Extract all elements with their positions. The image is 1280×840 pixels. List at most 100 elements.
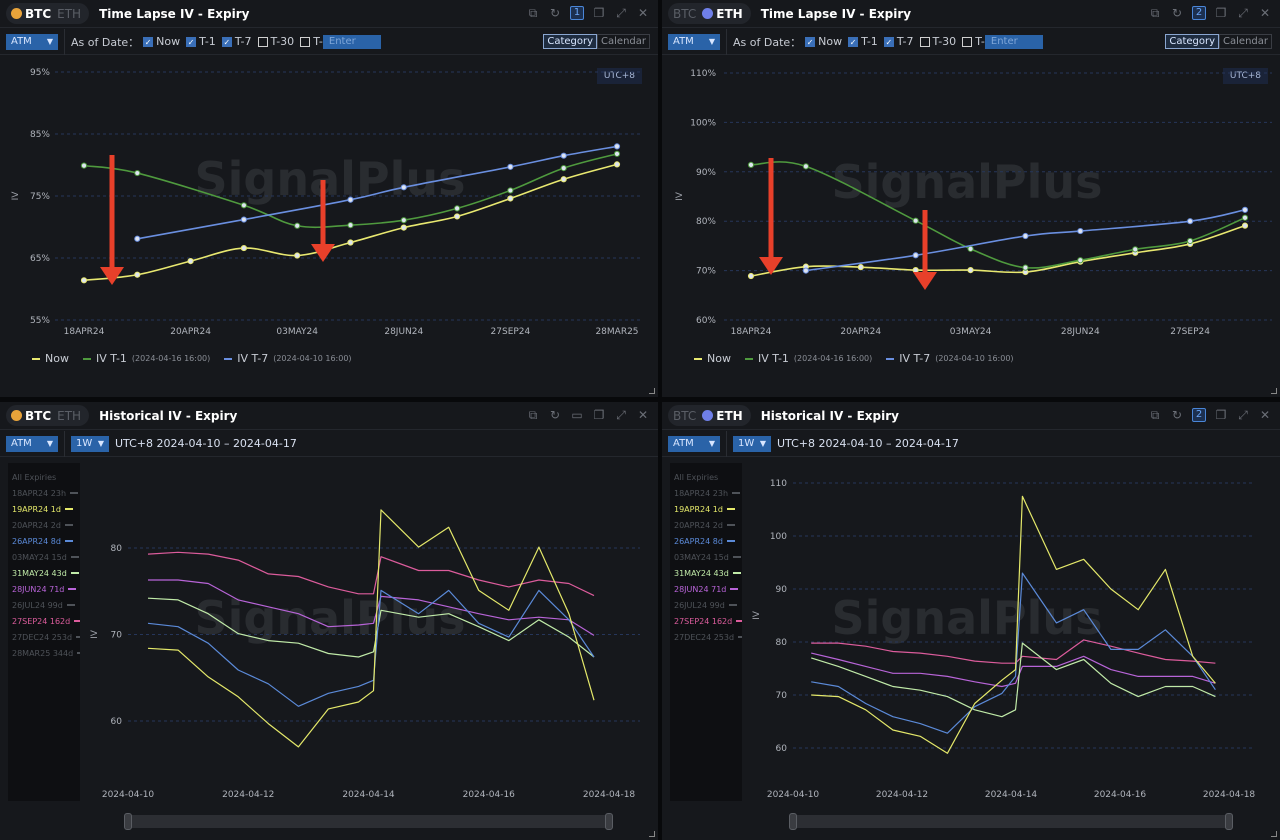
as-of-checkbox[interactable]: T-30 (257, 35, 294, 48)
close-icon[interactable]: ✕ (1259, 6, 1271, 20)
checkbox-icon[interactable]: ✓ (143, 36, 154, 47)
expiry-legend-item[interactable]: 27SEP24 162d (670, 613, 742, 629)
period-select[interactable]: 1W ▼ (71, 435, 109, 452)
as-of-checkbox[interactable]: ✓ Now (805, 35, 842, 48)
checkbox-icon[interactable]: ✓ (883, 36, 894, 47)
coin-tab-eth[interactable]: ETH (702, 409, 743, 423)
as-of-checkbox[interactable]: ✓ T-1 (186, 35, 216, 48)
refresh-icon[interactable]: ↻ (1171, 408, 1183, 422)
close-icon[interactable]: ✕ (1259, 408, 1271, 422)
coin-tab-btc[interactable]: BTC (11, 7, 51, 21)
expiry-legend-item[interactable]: 20APR24 2d (8, 517, 80, 533)
custom-days-input[interactable]: Enter (984, 34, 1043, 49)
expiry-legend-item[interactable]: 20APR24 2d (670, 517, 742, 533)
coin-tab-btc[interactable]: BTC (673, 409, 696, 423)
expiry-legend-item[interactable]: 31MAY24 43d (670, 565, 742, 581)
mode-select[interactable]: ATM ▼ (668, 435, 720, 452)
expiry-legend-item[interactable]: 27DEC24 253d (8, 629, 80, 645)
expiry-legend-item[interactable]: 31MAY24 43d (8, 565, 80, 581)
mode-select[interactable]: ATM ▼ (668, 33, 720, 50)
resize-handle[interactable] (1271, 388, 1277, 394)
copy-icon[interactable]: ❐ (593, 408, 605, 422)
expiry-legend-item[interactable]: 19APR24 1d (8, 501, 80, 517)
coin-tab-eth[interactable]: ETH (57, 409, 81, 423)
view-category-button[interactable]: Category (1165, 34, 1220, 49)
refresh-icon[interactable]: ↻ (549, 408, 561, 422)
as-of-checkbox[interactable]: ✓ Now (143, 35, 180, 48)
expand-icon[interactable]: ⤢ (1238, 6, 1248, 20)
external-link-icon[interactable]: ⧉ (1150, 6, 1160, 20)
period-select[interactable]: 1W ▼ (733, 435, 771, 452)
as-of-checkbox[interactable]: ✓ T-7 (221, 35, 252, 48)
expiry-legend-item[interactable]: 26APR24 8d (8, 533, 80, 549)
legend-item[interactable]: IV T-1 (2024-04-16 16:00) (82, 352, 210, 365)
as-of-checkbox[interactable]: ✓ T-1 (848, 35, 878, 48)
refresh-icon[interactable]: ↻ (1171, 6, 1183, 20)
time-range-scrollbar[interactable] (789, 813, 1233, 830)
coin-tab-btc[interactable]: BTC (673, 7, 696, 21)
coin-tab-eth[interactable]: ETH (702, 7, 743, 21)
external-link-icon[interactable]: ⧉ (1150, 408, 1160, 422)
legend-item[interactable]: IV T-7 (2024-04-10 16:00) (886, 352, 1014, 365)
view-calendar-button[interactable]: Calendar (597, 34, 650, 49)
expiry-legend-item[interactable]: 28MAR25 344d (8, 645, 80, 661)
coin-tab-eth[interactable]: ETH (57, 7, 81, 21)
checkbox-icon[interactable] (962, 36, 973, 47)
resize-handle[interactable] (649, 831, 655, 837)
copy-icon[interactable]: ❐ (1215, 408, 1227, 422)
close-icon[interactable]: ✕ (637, 6, 649, 20)
checkbox-icon[interactable] (257, 36, 268, 47)
mode-select[interactable]: ATM ▼ (6, 435, 58, 452)
as-of-checkbox[interactable]: T- (962, 35, 985, 48)
view-calendar-button[interactable]: Calendar (1219, 34, 1272, 49)
window-number-icon[interactable]: 2 (1192, 6, 1206, 20)
expiry-legend-item[interactable]: 26JUL24 99d (8, 597, 80, 613)
range-end-handle[interactable] (1225, 813, 1233, 830)
legend-item[interactable]: Now (694, 352, 731, 365)
expand-icon[interactable]: ⤢ (616, 6, 626, 20)
time-range-scrollbar[interactable] (124, 813, 613, 830)
custom-days-input[interactable]: Enter (322, 34, 381, 49)
expiry-legend-item[interactable]: 28JUN24 71d (8, 581, 80, 597)
expand-icon[interactable]: ⤢ (616, 408, 626, 422)
range-start-handle[interactable] (124, 813, 132, 830)
checkbox-icon[interactable] (919, 36, 930, 47)
expiry-legend-item[interactable]: 28JUN24 71d (670, 581, 742, 597)
checkbox-icon[interactable]: ✓ (805, 36, 816, 47)
folder-icon[interactable]: ▭ (571, 408, 583, 422)
range-start-handle[interactable] (789, 813, 797, 830)
all-expiries-toggle[interactable]: All Expiries (674, 472, 719, 482)
resize-handle[interactable] (649, 388, 655, 394)
mode-select[interactable]: ATM ▼ (6, 33, 58, 50)
copy-icon[interactable]: ❐ (593, 6, 605, 20)
legend-item[interactable]: Now (32, 352, 69, 365)
close-icon[interactable]: ✕ (637, 408, 649, 422)
external-link-icon[interactable]: ⧉ (528, 408, 538, 422)
expiry-legend-item[interactable]: 03MAY24 15d (8, 549, 80, 565)
expiry-legend-item[interactable]: 26APR24 8d (670, 533, 742, 549)
checkbox-icon[interactable] (300, 36, 311, 47)
legend-item[interactable]: IV T-7 (2024-04-10 16:00) (224, 352, 352, 365)
expiry-legend-item[interactable]: 26JUL24 99d (670, 597, 742, 613)
copy-icon[interactable]: ❐ (1215, 6, 1227, 20)
external-link-icon[interactable]: ⧉ (528, 6, 538, 20)
range-end-handle[interactable] (605, 813, 613, 830)
window-number-icon[interactable]: 2 (1192, 408, 1206, 422)
coin-tab-btc[interactable]: BTC (11, 409, 51, 423)
checkbox-icon[interactable]: ✓ (848, 36, 859, 47)
expiry-legend-item[interactable]: 18APR24 23h (8, 485, 80, 501)
expand-icon[interactable]: ⤢ (1238, 408, 1248, 422)
view-category-button[interactable]: Category (543, 34, 598, 49)
legend-item[interactable]: IV T-1 (2024-04-16 16:00) (744, 352, 872, 365)
checkbox-icon[interactable]: ✓ (221, 36, 232, 47)
all-expiries-toggle[interactable]: All Expiries (12, 472, 57, 482)
expiry-legend-item[interactable]: 27SEP24 162d (8, 613, 80, 629)
expiry-legend-item[interactable]: 19APR24 1d (670, 501, 742, 517)
expiry-legend-item[interactable]: 03MAY24 15d (670, 549, 742, 565)
as-of-checkbox[interactable]: T-30 (919, 35, 956, 48)
checkbox-icon[interactable]: ✓ (186, 36, 197, 47)
expiry-legend-item[interactable]: 18APR24 23h (670, 485, 742, 501)
as-of-checkbox[interactable]: ✓ T-7 (883, 35, 914, 48)
resize-handle[interactable] (1271, 831, 1277, 837)
window-number-icon[interactable]: 1 (570, 6, 584, 20)
